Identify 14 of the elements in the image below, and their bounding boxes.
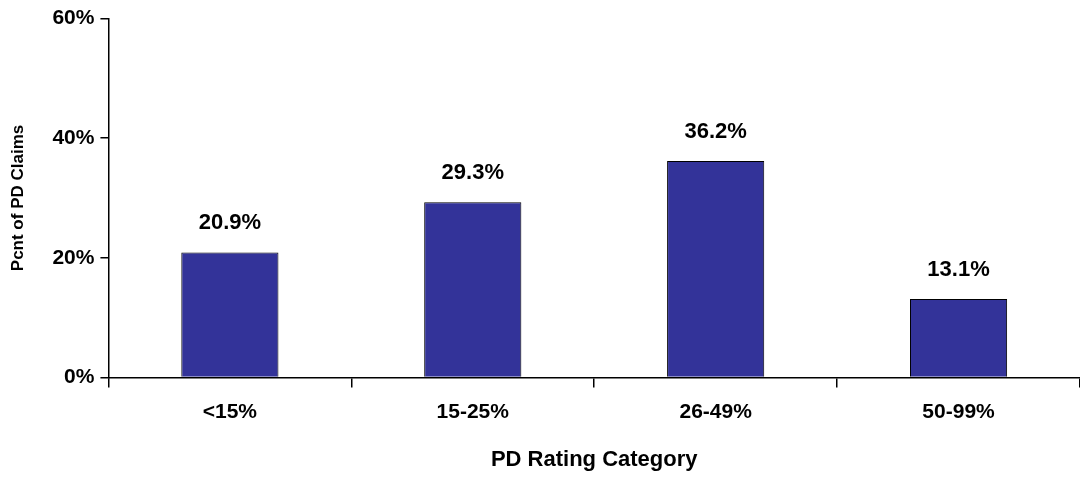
y-tick-label: 0% bbox=[64, 364, 95, 388]
y-tick-label: 20% bbox=[52, 244, 95, 268]
y-axis-title: Pcnt of PD Claims bbox=[7, 124, 27, 272]
x-tick-label: 26-49% bbox=[679, 398, 753, 422]
y-tick-label: 60% bbox=[52, 5, 95, 29]
data-label: 13.1% bbox=[927, 256, 990, 282]
data-label: 36.2% bbox=[684, 117, 747, 143]
y-tick-label: 40% bbox=[52, 125, 95, 148]
x-axis-title: PD Rating Category bbox=[490, 445, 699, 471]
data-label: 20.9% bbox=[198, 209, 262, 235]
x-tick-label: <15% bbox=[202, 398, 258, 422]
x-tick-label: 50-99% bbox=[922, 398, 996, 422]
data-label: 29.3% bbox=[441, 159, 504, 185]
x-tick-label: 15-25% bbox=[436, 398, 510, 422]
